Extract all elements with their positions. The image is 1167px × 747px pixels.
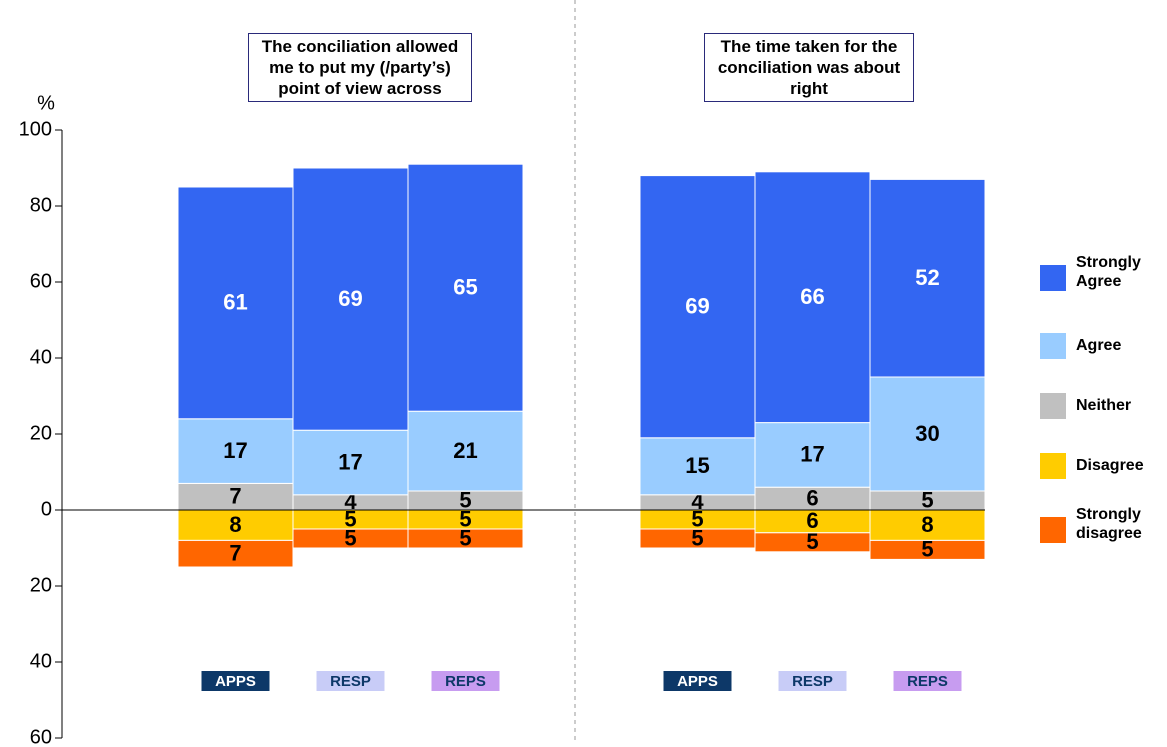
y-tick-label: 60 bbox=[30, 726, 52, 747]
bar-segment bbox=[177, 186, 294, 420]
bar-segment bbox=[407, 528, 524, 549]
category-badge bbox=[201, 671, 270, 691]
data-label: 5 bbox=[344, 506, 356, 531]
data-label: 5 bbox=[459, 506, 471, 531]
bar-segment bbox=[639, 175, 756, 439]
y-tick-label: 40 bbox=[30, 346, 52, 368]
data-label: 17 bbox=[338, 449, 362, 474]
y-tick-label: 20 bbox=[30, 422, 52, 444]
data-label: 69 bbox=[685, 294, 709, 319]
y-axis-label: % bbox=[37, 92, 55, 114]
data-label: 5 bbox=[691, 506, 703, 531]
legend-swatch bbox=[1040, 453, 1066, 479]
category-badge bbox=[431, 671, 500, 691]
bar-segment bbox=[869, 376, 986, 492]
data-label: 52 bbox=[915, 265, 939, 290]
category-badge bbox=[893, 671, 962, 691]
bar-segment bbox=[407, 163, 524, 412]
group-title: The conciliation allowed me to put my (/… bbox=[248, 33, 472, 102]
x-tick-label: APPS bbox=[215, 673, 256, 690]
data-label: 5 bbox=[806, 529, 818, 554]
data-label: 69 bbox=[338, 286, 362, 311]
data-label: 8 bbox=[921, 512, 933, 537]
category-badge bbox=[778, 671, 847, 691]
data-label: 7 bbox=[229, 541, 241, 566]
bar-segment bbox=[869, 178, 986, 378]
bar-segment bbox=[177, 539, 294, 568]
bar-segment bbox=[177, 482, 294, 511]
y-tick-label: 80 bbox=[30, 194, 52, 216]
data-label: 5 bbox=[691, 525, 703, 550]
data-label: 66 bbox=[800, 284, 824, 309]
x-tick-label: RESP bbox=[330, 673, 371, 690]
x-tick-label: REPS bbox=[907, 673, 948, 690]
legend-label: Neither bbox=[1076, 397, 1132, 414]
legend-swatch bbox=[1040, 393, 1066, 419]
legend-label: Disagree bbox=[1076, 457, 1144, 474]
data-label: 6 bbox=[806, 485, 818, 510]
bar-segment bbox=[639, 437, 756, 496]
bar-segment bbox=[292, 429, 409, 496]
data-label: 65 bbox=[453, 275, 477, 300]
bar-segment bbox=[754, 422, 871, 488]
y-tick-label: 20 bbox=[30, 574, 52, 596]
data-label: 5 bbox=[459, 487, 471, 512]
group-title: The time taken for the conciliation was … bbox=[704, 33, 914, 102]
data-label: 17 bbox=[800, 442, 824, 467]
data-label: 5 bbox=[921, 537, 933, 562]
y-tick-label: 100 bbox=[19, 118, 52, 140]
legend-swatch bbox=[1040, 333, 1066, 359]
y-tick-label: 0 bbox=[41, 498, 52, 520]
legend-swatch bbox=[1040, 517, 1066, 543]
bar-segment bbox=[754, 171, 871, 424]
data-label: 8 bbox=[229, 512, 241, 537]
data-label: 61 bbox=[223, 290, 247, 315]
legend-swatch bbox=[1040, 265, 1066, 291]
data-label: 15 bbox=[685, 453, 709, 478]
legend-label: Agree bbox=[1076, 337, 1122, 354]
category-badge bbox=[316, 671, 385, 691]
y-tick-label: 60 bbox=[30, 270, 52, 292]
bar-segment bbox=[177, 509, 294, 541]
legend-label: Strongly Agree bbox=[1076, 254, 1141, 290]
data-label: 21 bbox=[453, 438, 477, 463]
x-tick-label: APPS bbox=[677, 673, 718, 690]
data-label: 17 bbox=[223, 438, 247, 463]
x-tick-label: REPS bbox=[445, 673, 486, 690]
data-label: 5 bbox=[344, 525, 356, 550]
data-label: 6 bbox=[806, 508, 818, 533]
data-label: 4 bbox=[691, 489, 704, 514]
data-label: 5 bbox=[459, 525, 471, 550]
data-label: 5 bbox=[921, 487, 933, 512]
data-label: 30 bbox=[915, 421, 939, 446]
bar-segment bbox=[407, 410, 524, 492]
y-tick-label: 40 bbox=[30, 650, 52, 672]
x-tick-label: RESP bbox=[792, 673, 833, 690]
category-badge bbox=[663, 671, 732, 691]
data-label: 4 bbox=[344, 489, 357, 514]
bar-segment bbox=[177, 418, 294, 484]
bar-segment bbox=[869, 539, 986, 560]
data-label: 7 bbox=[229, 484, 241, 509]
legend-label: Strongly disagree bbox=[1076, 506, 1142, 542]
